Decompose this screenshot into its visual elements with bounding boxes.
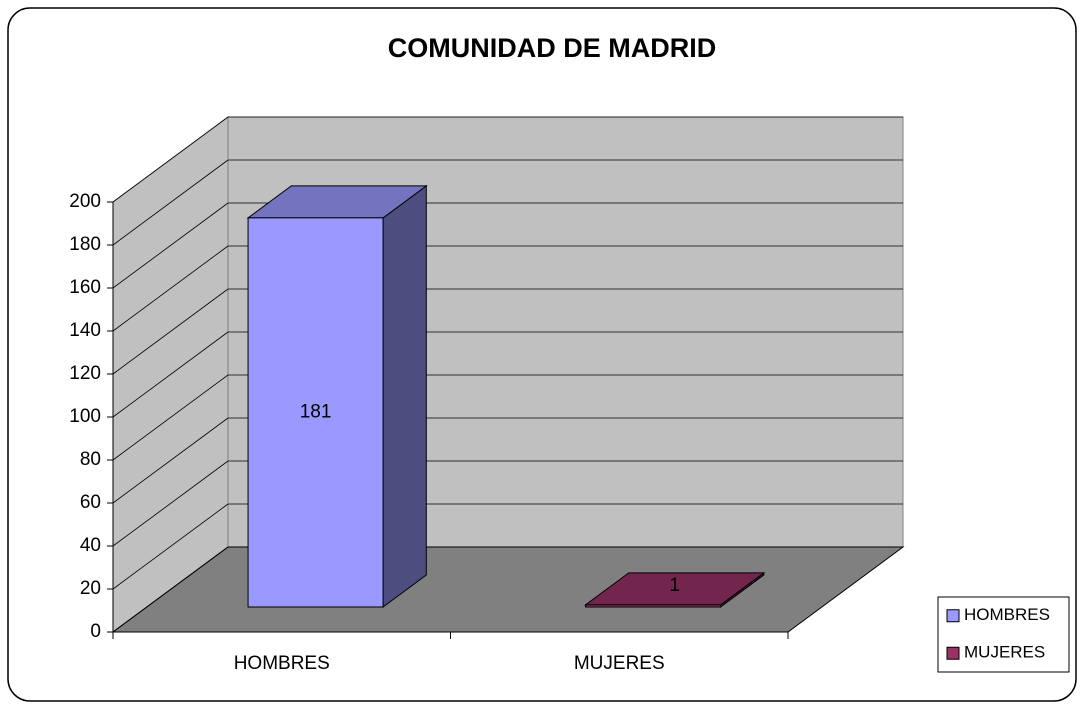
grid-line xyxy=(112,546,229,633)
grid-line xyxy=(112,374,229,461)
grid-line xyxy=(112,245,229,332)
grid-line xyxy=(112,331,229,418)
y-tick-label: 100 xyxy=(69,406,101,427)
legend-label: HOMBRES xyxy=(964,605,1050,624)
y-tick-label: 120 xyxy=(69,363,101,384)
floor xyxy=(111,546,905,633)
grid-line xyxy=(112,288,229,375)
y-tick-label: 40 xyxy=(80,535,101,556)
legend-swatch xyxy=(946,646,960,660)
y-tick-label: 140 xyxy=(69,320,101,341)
grid-line xyxy=(112,202,229,289)
bar xyxy=(584,571,766,609)
y-tick-label: 200 xyxy=(69,191,101,212)
legend-swatch xyxy=(946,609,960,623)
data-label: 181 xyxy=(300,401,332,422)
legend-box xyxy=(937,596,1070,673)
bar-side xyxy=(382,184,427,609)
grid-line xyxy=(112,116,229,203)
data-label: 1 xyxy=(669,575,680,596)
bar-front xyxy=(247,217,384,608)
y-tick-label: 20 xyxy=(80,578,101,599)
grid-line xyxy=(112,159,229,246)
grid-line xyxy=(112,503,229,590)
x-tick-label: HOMBRES xyxy=(234,653,330,674)
grid-line xyxy=(112,460,229,547)
legend-label: MUJERES xyxy=(964,643,1045,662)
y-tick-label: 180 xyxy=(69,234,101,255)
y-tick-label: 80 xyxy=(80,449,101,470)
bar-front xyxy=(585,604,722,608)
bar xyxy=(246,184,428,609)
y-tick-label: 160 xyxy=(69,277,101,298)
y-tick-label: 60 xyxy=(80,492,101,513)
grid-line xyxy=(112,417,229,504)
x-tick-label: MUJERES xyxy=(574,653,665,674)
y-tick-label: 0 xyxy=(90,621,101,642)
chart-title: COMUNIDAD DE MADRID xyxy=(388,33,716,63)
